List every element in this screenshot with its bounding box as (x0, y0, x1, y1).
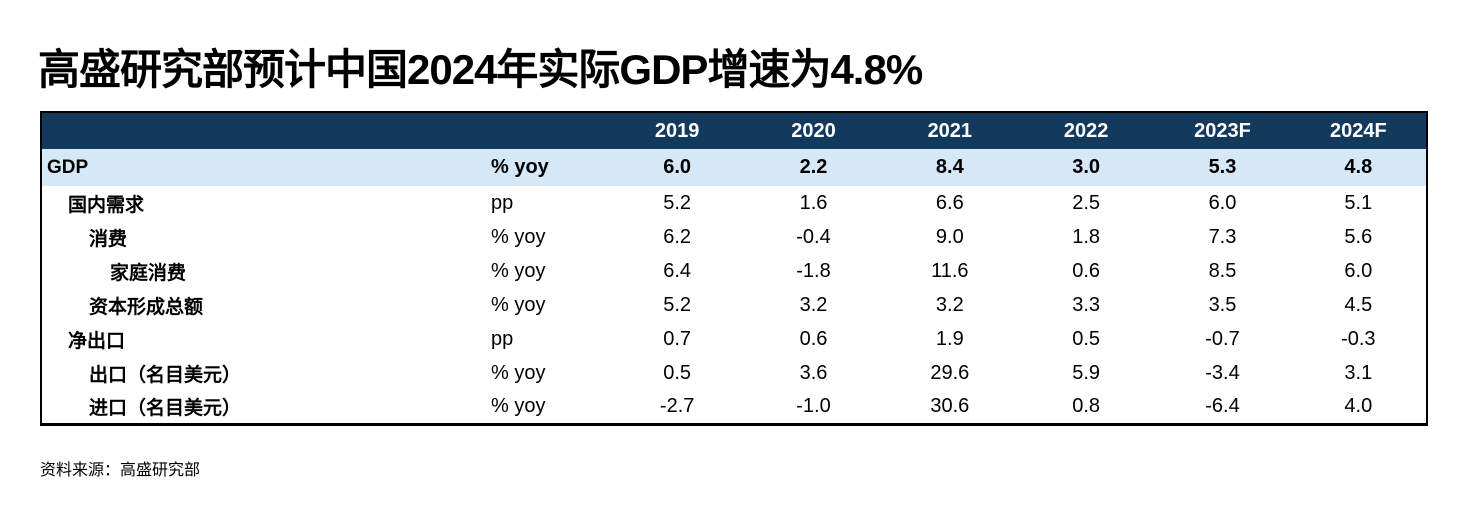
unit-column-header (491, 112, 609, 149)
value-cell: 5.1 (1344, 191, 1373, 214)
value-cell: -1.0 (796, 394, 831, 417)
value-cell: -0.7 (1205, 327, 1240, 350)
table-row: 家庭消费 % yoy 6.4 -1.8 11.6 0.6 8.5 6.0 (41, 254, 1427, 288)
value-cell: 2.2 (799, 156, 828, 178)
value-cell: 0.6 (799, 327, 828, 350)
value-cell: 8.5 (1208, 259, 1237, 282)
value-cell: 5.3 (1208, 156, 1237, 178)
value-cell: 30.6 (930, 394, 970, 417)
table-row: 净出口 pp 0.7 0.6 1.9 0.5 -0.7 -0.3 (41, 322, 1427, 356)
row-unit: % yoy (491, 225, 546, 248)
value-cell: -6.4 (1205, 394, 1240, 417)
row-unit: pp (491, 191, 514, 214)
source-note: 资料来源：高盛研究部 (40, 462, 201, 479)
page-title: 高盛研究部预计中国2024年实际GDP增速为4.8% (38, 46, 923, 94)
value-cell: 4.0 (1344, 394, 1373, 417)
value-cell: 4.5 (1344, 293, 1373, 316)
value-cell: 3.2 (799, 293, 828, 316)
value-cell: 0.8 (1072, 394, 1101, 417)
value-cell: 0.5 (1072, 327, 1101, 350)
year-column-header: 2019 (654, 119, 700, 142)
row-label: 净出口 (68, 330, 126, 352)
row-label: 进口（名目美元） (89, 397, 242, 419)
value-cell: -2.7 (659, 394, 695, 417)
value-cell: 11.6 (931, 259, 969, 282)
row-label: 资本形成总额 (89, 296, 204, 318)
value-cell: 6.6 (935, 191, 964, 214)
row-label: 家庭消费 (110, 262, 187, 284)
table-row: 进口（名目美元） % yoy -2.7 -1.0 30.6 0.8 -6.4 4.0 (41, 390, 1427, 424)
value-cell: -3.4 (1205, 361, 1240, 384)
value-cell: 4.8 (1344, 156, 1373, 178)
table-row: GDP % yoy 6.0 2.2 8.4 3.0 5.3 4.8 (41, 149, 1427, 186)
row-label: 消费 (89, 228, 128, 250)
value-cell: 6.0 (1208, 191, 1237, 214)
value-cell: 6.0 (663, 156, 692, 178)
value-cell: 29.6 (930, 361, 970, 384)
data-table: 2019 2020 2021 2022 2023F 2024F GDP % yoy 6.0 2.… (40, 111, 1428, 426)
row-unit: % yoy (491, 293, 546, 316)
row-label: GDP (47, 156, 89, 178)
gdp-forecast-table: 2019 2020 2021 2022 2023F 2024F GDP % yoy 6.0 2.… (40, 111, 1428, 426)
value-cell: 1.6 (799, 191, 828, 214)
row-unit: pp (491, 327, 514, 350)
value-cell: 5.2 (663, 191, 692, 214)
value-cell: 2.5 (1072, 191, 1101, 214)
value-cell: 3.2 (935, 293, 964, 316)
row-unit: % yoy (491, 361, 546, 384)
value-cell: 3.5 (1208, 293, 1237, 316)
year-column-header: 2020 (791, 119, 836, 142)
value-cell: 1.9 (935, 327, 964, 350)
table-row: 消费 % yoy 6.2 -0.4 9.0 1.8 7.3 5.6 (41, 220, 1427, 254)
table-row: 国内需求 pp 5.2 1.6 6.6 2.5 6.0 5.1 (41, 186, 1427, 220)
value-cell: 6.2 (663, 225, 692, 248)
value-cell: 1.8 (1072, 225, 1101, 248)
value-cell: 7.3 (1208, 225, 1237, 248)
table-header-row: 2019 2020 2021 2022 2023F 2024F (41, 112, 1427, 149)
value-cell: 9.0 (935, 225, 964, 248)
value-cell: 6.0 (1344, 259, 1373, 282)
value-cell: 3.6 (799, 361, 828, 384)
value-cell: -0.3 (1341, 327, 1376, 350)
row-unit: % yoy (491, 259, 546, 282)
value-cell: 5.6 (1344, 225, 1373, 248)
value-cell: 0.5 (663, 361, 692, 384)
value-cell: -0.4 (796, 225, 831, 248)
value-cell: 8.4 (935, 156, 964, 178)
label-column-header (41, 112, 491, 149)
value-cell: 0.6 (1072, 259, 1101, 282)
value-cell: 3.1 (1344, 361, 1373, 384)
value-cell: -1.8 (796, 259, 831, 282)
value-cell: 3.3 (1072, 293, 1101, 316)
value-cell: 6.4 (663, 259, 692, 282)
value-cell: 0.7 (663, 327, 692, 350)
year-column-header: 2023F (1194, 119, 1251, 142)
year-column-header: 2022 (1063, 119, 1109, 142)
table-row: 出口（名目美元） % yoy 0.5 3.6 29.6 5.9 -3.4 3.1 (41, 356, 1427, 390)
row-label: 出口（名目美元） (89, 364, 242, 386)
year-column-header: 2021 (927, 119, 973, 142)
value-cell: 3.0 (1072, 156, 1101, 178)
value-cell: 5.9 (1072, 361, 1101, 384)
row-label: 国内需求 (68, 194, 145, 216)
table-body: GDP % yoy 6.0 2.2 8.4 3.0 5.3 4.8 国内需求 pp 5.2 1.6 6.… (41, 149, 1427, 424)
row-unit: % yoy (491, 156, 549, 178)
table-row: 资本形成总额 % yoy 5.2 3.2 3.2 3.3 3.5 4.5 (41, 288, 1427, 322)
table-header: 2019 2020 2021 2022 2023F 2024F (41, 112, 1427, 149)
value-cell: 5.2 (663, 293, 692, 316)
row-unit: % yoy (491, 394, 546, 417)
year-column-header: 2024F (1329, 119, 1387, 142)
